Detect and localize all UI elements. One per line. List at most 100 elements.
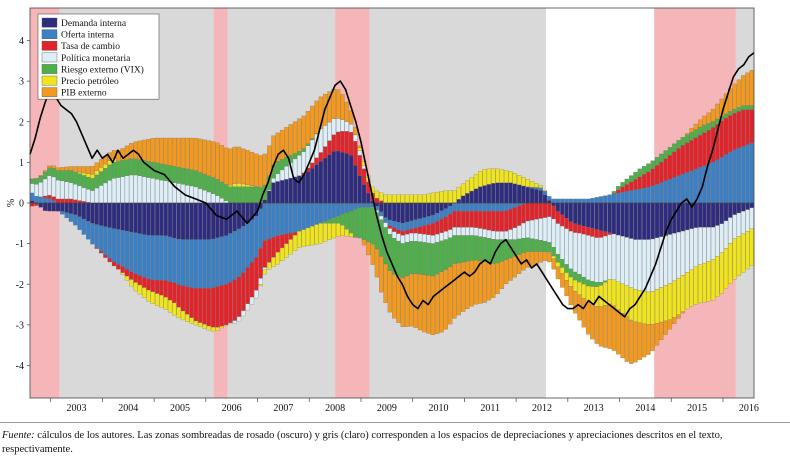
bar-segment bbox=[155, 137, 160, 164]
bar-segment bbox=[228, 148, 233, 186]
bar-segment bbox=[745, 231, 750, 270]
bar-segment bbox=[723, 154, 729, 204]
bar-segment bbox=[185, 286, 190, 315]
bar-segment bbox=[292, 202, 298, 233]
bar-segment bbox=[245, 303, 250, 311]
bar-segment bbox=[654, 165, 660, 185]
bar-segment bbox=[680, 230, 686, 276]
bar-segment bbox=[629, 181, 634, 191]
bar-segment bbox=[206, 175, 211, 193]
bar-segment bbox=[465, 261, 470, 310]
bar-segment bbox=[211, 177, 216, 194]
bar-segment bbox=[486, 238, 492, 263]
bar-segment bbox=[590, 228, 595, 237]
bar-segment bbox=[629, 190, 634, 204]
bar-segment bbox=[206, 191, 211, 204]
bar-segment bbox=[379, 215, 384, 220]
bar-segment bbox=[202, 239, 207, 289]
bar-segment bbox=[47, 202, 52, 212]
bar-segment bbox=[672, 177, 677, 204]
bar-segment bbox=[482, 261, 487, 303]
bar-segment bbox=[146, 202, 151, 236]
bar-segment bbox=[456, 211, 461, 228]
bar-segment bbox=[241, 186, 246, 204]
bar-segment bbox=[344, 121, 349, 132]
bar-segment bbox=[111, 178, 117, 204]
bar-segment bbox=[38, 174, 43, 177]
bar-segment bbox=[245, 186, 250, 204]
bar-segment bbox=[68, 166, 74, 171]
bar-segment bbox=[206, 239, 211, 289]
bar-segment bbox=[426, 242, 431, 276]
bar-segment bbox=[486, 184, 492, 204]
bar-segment bbox=[392, 231, 397, 239]
bar-segment bbox=[430, 275, 436, 336]
bar-segment bbox=[702, 124, 707, 133]
bar-segment bbox=[142, 139, 147, 161]
bar-segment bbox=[223, 284, 229, 326]
bar-segment bbox=[413, 241, 418, 274]
y-tick-label: -1 bbox=[16, 239, 24, 250]
bar-segment bbox=[258, 208, 263, 249]
bar-segment bbox=[120, 272, 125, 275]
bar-segment bbox=[413, 227, 418, 234]
bar-segment bbox=[452, 235, 457, 264]
bar-segment bbox=[641, 202, 647, 240]
bar-segment bbox=[594, 237, 599, 283]
bar-segment bbox=[603, 195, 608, 204]
bar-segment bbox=[439, 202, 444, 212]
bar-segment bbox=[30, 200, 35, 204]
bar-segment bbox=[676, 148, 681, 176]
bar-segment bbox=[81, 187, 86, 202]
bar-segment bbox=[534, 251, 539, 265]
bar-segment bbox=[392, 227, 397, 232]
bar-segment bbox=[400, 194, 405, 204]
bar-segment bbox=[55, 198, 61, 204]
bar-segment bbox=[176, 183, 181, 204]
bar-segment bbox=[598, 230, 604, 238]
bar-segment bbox=[577, 233, 582, 275]
bar-segment bbox=[611, 202, 617, 235]
bar-segment bbox=[202, 288, 207, 325]
bar-segment bbox=[271, 237, 276, 258]
bar-segment bbox=[504, 231, 509, 240]
bar-segment bbox=[486, 211, 492, 231]
bar-segment bbox=[594, 202, 599, 230]
bar-segment bbox=[258, 284, 263, 287]
bar-segment bbox=[448, 229, 453, 238]
bar-segment bbox=[426, 234, 431, 244]
bar-segment bbox=[55, 170, 61, 181]
bar-segment bbox=[568, 202, 573, 222]
bar-segment bbox=[741, 211, 746, 234]
bar-segment bbox=[676, 277, 681, 315]
bar-segment bbox=[77, 171, 82, 174]
bar-segment bbox=[146, 235, 151, 280]
bar-segment bbox=[288, 202, 293, 234]
bar-segment bbox=[439, 210, 444, 220]
bar-segment bbox=[51, 168, 56, 178]
bar-segment bbox=[336, 89, 341, 119]
bar-segment bbox=[189, 185, 194, 204]
bar-segment bbox=[38, 176, 43, 183]
bar-segment bbox=[94, 187, 99, 204]
bar-segment bbox=[81, 202, 86, 220]
bar-segment bbox=[42, 202, 48, 211]
bar-segment bbox=[689, 140, 694, 171]
bar-segment bbox=[323, 220, 328, 224]
bar-segment bbox=[585, 285, 591, 303]
bar-segment bbox=[323, 125, 328, 147]
bar-segment bbox=[314, 224, 319, 245]
bar-segment bbox=[124, 159, 130, 176]
bar-segment bbox=[590, 236, 595, 282]
bar-segment bbox=[81, 175, 86, 188]
bar-segment bbox=[495, 262, 500, 295]
bar-segment bbox=[478, 260, 483, 304]
bar-segment bbox=[469, 177, 474, 192]
bar-segment bbox=[366, 206, 371, 243]
bar-segment bbox=[137, 140, 143, 160]
bar-segment bbox=[443, 239, 448, 270]
bar-segment bbox=[353, 141, 358, 166]
source-note: Fuente: cálculos de los autores. Las zon… bbox=[2, 429, 782, 457]
bar-segment bbox=[611, 279, 617, 307]
bar-segment bbox=[301, 151, 306, 173]
